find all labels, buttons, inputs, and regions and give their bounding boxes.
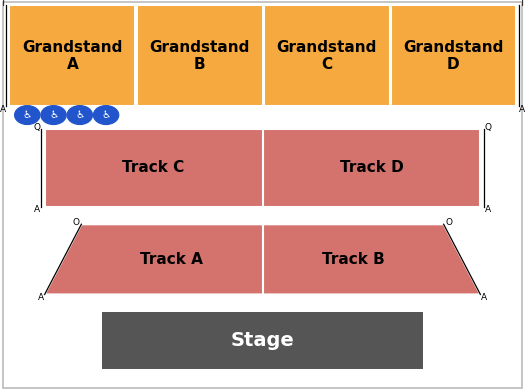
Text: A: A — [38, 292, 44, 302]
Text: A: A — [519, 105, 525, 115]
Circle shape — [15, 106, 40, 124]
Text: ♿: ♿ — [101, 110, 111, 120]
Circle shape — [41, 106, 66, 124]
Text: A: A — [481, 292, 487, 302]
Polygon shape — [45, 224, 480, 294]
Text: ♿: ♿ — [23, 110, 32, 120]
Bar — [136, 5, 262, 106]
Text: Grandstand
D: Grandstand D — [403, 39, 503, 72]
Text: Track C: Track C — [122, 160, 185, 175]
Text: ♿: ♿ — [75, 110, 85, 120]
Bar — [264, 5, 390, 106]
Text: Track A: Track A — [141, 252, 203, 267]
Bar — [45, 129, 480, 207]
Text: Grandstand
B: Grandstand B — [149, 39, 250, 72]
Text: Q: Q — [485, 123, 492, 133]
Text: Grandstand
C: Grandstand C — [276, 39, 377, 72]
Text: T: T — [519, 0, 524, 9]
Text: A: A — [34, 205, 40, 215]
Text: Track D: Track D — [340, 160, 403, 175]
Text: A: A — [0, 105, 6, 115]
Bar — [102, 312, 423, 369]
Bar — [9, 5, 135, 106]
Text: A: A — [485, 205, 491, 215]
Text: Stage: Stage — [230, 331, 295, 350]
Circle shape — [93, 106, 119, 124]
Bar — [391, 5, 516, 106]
Circle shape — [67, 106, 92, 124]
Text: O: O — [445, 218, 453, 227]
Text: Q: Q — [33, 123, 40, 133]
Bar — [45, 129, 480, 207]
Text: T: T — [1, 0, 6, 9]
Text: Grandstand
A: Grandstand A — [22, 39, 123, 72]
Text: ♿: ♿ — [49, 110, 58, 120]
Text: Track B: Track B — [322, 252, 384, 267]
Text: O: O — [72, 218, 80, 227]
